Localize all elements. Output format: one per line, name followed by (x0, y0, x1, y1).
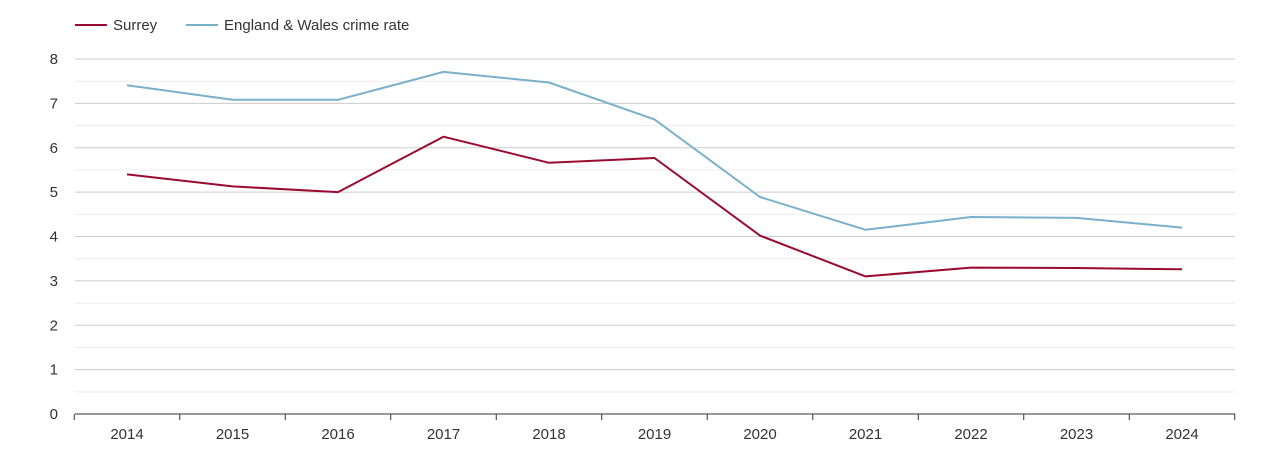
x-tick-label: 2022 (954, 426, 987, 443)
legend: Surrey England & Wales crime rate (75, 17, 409, 34)
y-tick-label: 0 (50, 406, 58, 423)
x-tick-label: 2014 (110, 426, 143, 443)
y-axis: 0 1 2 3 4 5 6 7 8 (50, 51, 58, 423)
x-tick-label: 2021 (849, 426, 882, 443)
x-tick-label: 2016 (321, 426, 354, 443)
y-tick-label: 1 (50, 362, 58, 379)
series-line-surrey (126, 135, 1183, 278)
legend-label: Surrey (113, 17, 158, 34)
y-tick-label: 4 (50, 229, 58, 246)
x-tick-label: 2018 (532, 426, 565, 443)
x-tick-label: 2015 (216, 426, 249, 443)
y-tick-label: 7 (50, 95, 58, 112)
x-tick-label: 2024 (1165, 426, 1198, 443)
y-tick-label: 6 (50, 140, 58, 157)
y-tick-label: 8 (50, 51, 58, 68)
y-tick-label: 2 (50, 317, 58, 334)
x-axis: 2014 2015 2016 2017 2018 2019 2020 2021 2022 2023… (73, 413, 1236, 443)
x-tick-label: 2020 (743, 426, 776, 443)
x-tick-label: 2019 (638, 426, 671, 443)
legend-label: England & Wales crime rate (224, 17, 409, 34)
x-tick-label: 2023 (1060, 426, 1093, 443)
y-tick-label: 3 (50, 273, 58, 290)
y-tick-label: 5 (50, 184, 58, 201)
x-tick-label: 2017 (427, 426, 460, 443)
grid-lines (75, 58, 1235, 393)
series-line-england-wales (126, 70, 1183, 231)
series-group (126, 70, 1183, 278)
